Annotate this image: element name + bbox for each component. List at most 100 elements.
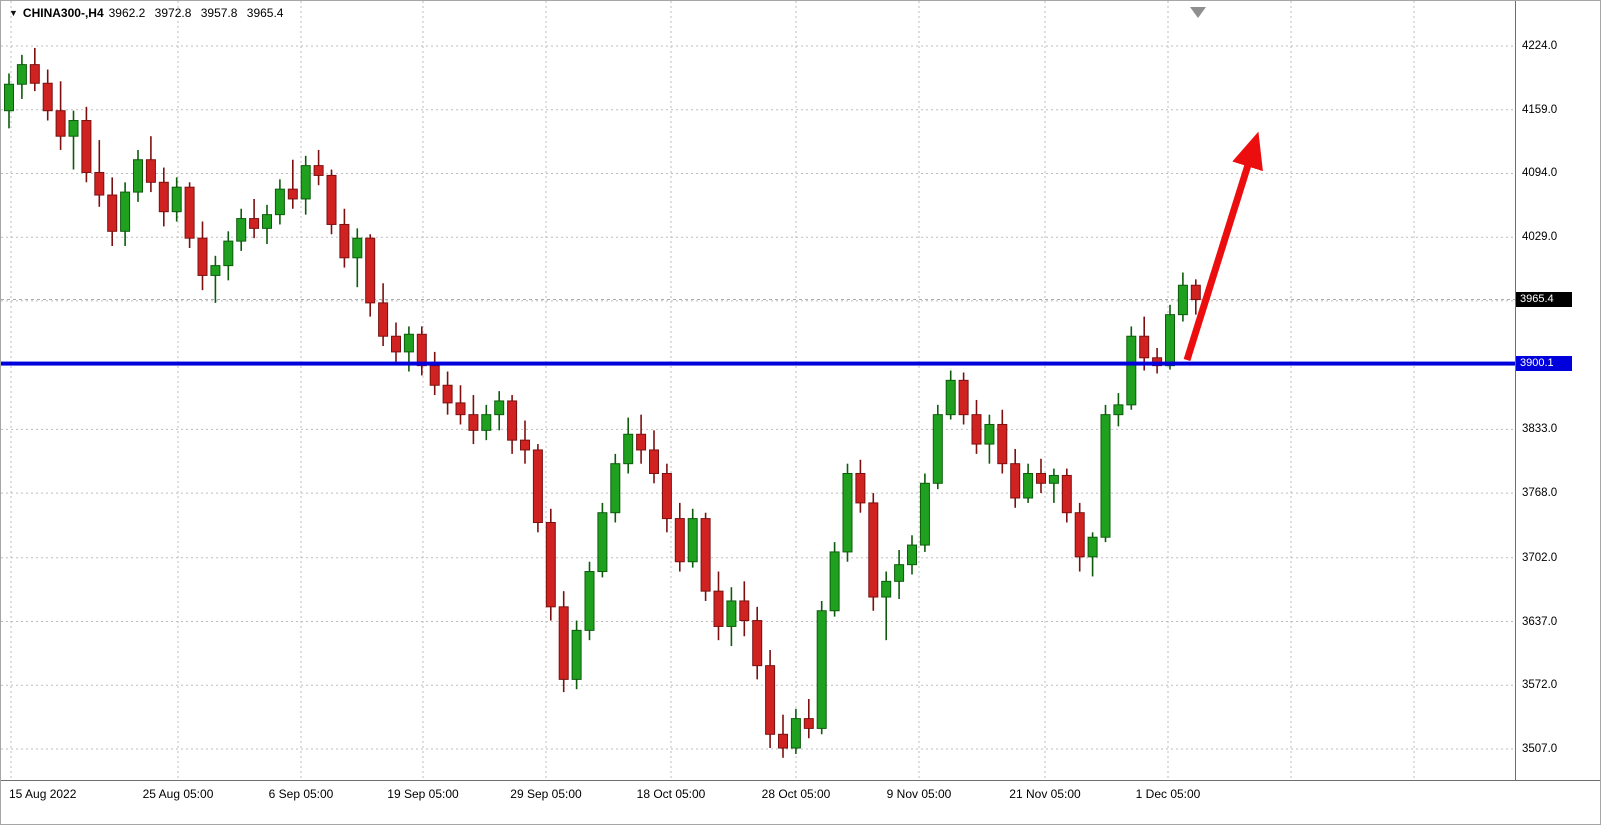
ohlc-readout: 3962.2 3972.8 3957.8 3965.4 (109, 6, 290, 20)
candle-body-bull (236, 218, 247, 242)
candle-body-bear (145, 159, 156, 183)
candle-body-bear (365, 237, 376, 304)
candle-body-bear (287, 188, 298, 200)
candle-body-bull (171, 186, 182, 213)
candle-body-bear (520, 439, 530, 451)
candle-body-bear (249, 218, 260, 229)
price-axis[interactable]: 4224.0 4159.0 4094.0 4029.0 3833.0 3768.0 3702… (1515, 1, 1600, 780)
ohlc-low: 3957.8 (200, 6, 238, 20)
price-axis-label: 4159.0 (1522, 103, 1558, 116)
candle-body-bull (894, 564, 905, 582)
candle-body-bear (532, 449, 543, 524)
candle-body-bear (158, 181, 169, 213)
candle-body-bear (739, 600, 750, 622)
candle-body-bear (1139, 335, 1150, 359)
candle-body-bull (945, 379, 956, 416)
candle-body-bear (313, 165, 324, 176)
candle-body-bull (352, 237, 363, 259)
candle-body-bear (81, 120, 92, 173)
candle-body-bear (778, 733, 788, 749)
candle-body-bear (468, 414, 479, 431)
candle-body-bear (1074, 512, 1085, 558)
candle-body-bull (262, 214, 272, 229)
candle-body-bear (868, 502, 879, 598)
candle-body-bull (790, 718, 801, 749)
price-axis-label: 3507.0 (1522, 743, 1558, 755)
candle-body-bull (829, 551, 840, 612)
support-line[interactable] (1, 361, 1515, 366)
price-axis-label: 4029.0 (1522, 231, 1558, 244)
candle-body-bull (687, 518, 698, 563)
time-axis-label: 1 Dec 05:00 (1135, 787, 1201, 801)
candle-body-bear (713, 590, 724, 627)
candle-body-bull (816, 610, 827, 729)
candle-body-bull (1113, 404, 1124, 416)
price-axis-label: 4094.0 (1522, 167, 1558, 180)
price-axis-label: 3768.0 (1522, 487, 1558, 500)
price-axis-label: 3637.0 (1522, 615, 1558, 628)
candle-body-bear (1061, 474, 1072, 514)
candle-body-bear (42, 82, 53, 112)
symbol-dropdown-icon[interactable]: ▼ (9, 8, 18, 18)
candle-body-bear (558, 606, 569, 680)
candle-body-bull (4, 83, 14, 112)
candle-body-bull (610, 463, 621, 514)
price-axis-label: 3702.0 (1522, 551, 1558, 564)
time-axis-label: 19 Sep 05:00 (387, 787, 459, 801)
candle-body-bear (339, 223, 350, 259)
ohlc-high: 3972.8 (154, 6, 192, 20)
candle-body-bull (584, 571, 595, 631)
candle-body-bear (1010, 463, 1021, 499)
candle-body-bull (919, 482, 930, 546)
candle-body-bear (803, 718, 814, 729)
scroll-marker-icon[interactable] (1190, 7, 1206, 18)
time-axis-label: 6 Sep 05:00 (268, 787, 334, 801)
candle-body-bull (984, 423, 995, 445)
time-axis-label: 15 Aug 2022 (9, 787, 77, 801)
candle-body-bull (403, 333, 414, 353)
candle-body-bear (197, 237, 208, 276)
candle-body-bull (1087, 536, 1098, 558)
candle-body-bull (881, 580, 892, 598)
candle-body-bear (416, 333, 427, 367)
candle-body-bull (1126, 335, 1137, 406)
chart-plot-area[interactable] (1, 1, 1515, 780)
candle-body-bull (16, 64, 27, 85)
candle-body-bull (120, 191, 131, 232)
candle-body-bull (481, 414, 492, 431)
time-axis[interactable]: 15 Aug 2022 25 Aug 05:00 6 Sep 05:00 19 Sep… (1, 780, 1600, 824)
candle-body-bear (429, 365, 440, 386)
candle-body-bear (674, 518, 685, 563)
candle-body-bear (649, 449, 659, 474)
candle-body-bear (997, 423, 1008, 465)
candlestick-chart[interactable] (1, 1, 1515, 780)
candle-body-bear (765, 665, 776, 735)
candle-body-bull (932, 414, 943, 484)
candle-body-bull (571, 629, 582, 680)
candle-body-bear (391, 335, 401, 353)
candle-body-bull (494, 400, 505, 416)
candle-body-bear (326, 174, 337, 225)
trend-arrow[interactable] (1183, 131, 1263, 362)
candle-body-bull (210, 265, 221, 276)
candle-body-bear (855, 472, 866, 504)
candle-body-bull (223, 240, 234, 267)
symbol-timeframe-label: CHINA300-,H4 (22, 6, 104, 20)
time-axis-label: 21 Nov 05:00 (1009, 787, 1081, 801)
candle-body-bull (623, 433, 634, 465)
candle-body-bull (597, 512, 608, 573)
current-price-badge: 3965.4 (1516, 291, 1572, 307)
candle-body-bear (442, 384, 453, 404)
candle-body-bull (1023, 472, 1034, 499)
support-line-badge: 3900.1 (1516, 355, 1572, 371)
candle-body-bull (1165, 314, 1175, 367)
candle-body-bear (55, 110, 66, 137)
time-axis-label: 18 Oct 05:00 (636, 787, 706, 801)
candle-body-bear (661, 472, 672, 520)
candle-body-bear (455, 402, 466, 416)
candle-body-bull (68, 120, 79, 137)
candle-body-bear (29, 64, 40, 84)
candle-body-bear (1190, 284, 1201, 301)
time-axis-label: 9 Nov 05:00 (886, 787, 952, 801)
candle-body-bull (842, 472, 853, 553)
